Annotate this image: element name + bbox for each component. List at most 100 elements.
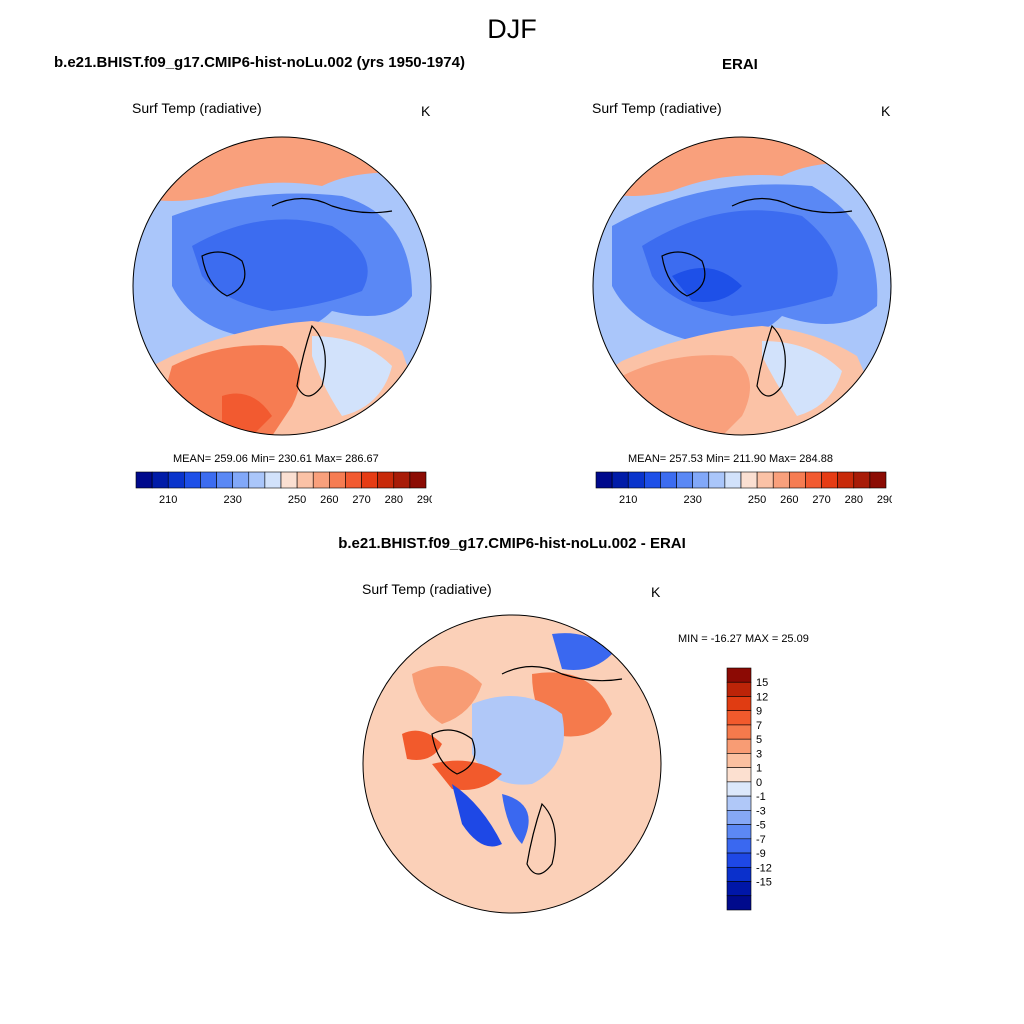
panel2-stats: MEAN= 257.53 Min= 211.90 Max= 284.88 bbox=[628, 453, 833, 465]
panel2-colorbar-tick-label: 230 bbox=[683, 494, 701, 506]
panel2-polar-map bbox=[592, 136, 892, 436]
panel1-colorbar-cell bbox=[312, 471, 330, 489]
panel2-colorbar-cell bbox=[740, 471, 758, 489]
panel3-polar-map bbox=[362, 614, 662, 914]
panel2-colorbar-cell bbox=[611, 471, 629, 489]
panel1-colorbar-cell bbox=[393, 471, 411, 489]
panel3-colorbar-tick-label: -7 bbox=[756, 834, 766, 846]
panel3-colorbar-tick-label: -5 bbox=[756, 820, 766, 832]
panel2-units: K bbox=[881, 103, 891, 119]
panel2-variable: Surf Temp (radiative) bbox=[592, 100, 722, 116]
panel2-colorbar-cell bbox=[853, 471, 871, 489]
panel3-colorbar-cell bbox=[726, 852, 752, 868]
panel1-colorbar-cell bbox=[409, 471, 427, 489]
panel1-stats: MEAN= 259.06 Min= 230.61 Max= 286.67 bbox=[173, 453, 379, 465]
panel1-title: b.e21.BHIST.f09_g17.CMIP6-hist-noLu.002 … bbox=[54, 54, 465, 71]
panel3-colorbar-cell bbox=[726, 681, 752, 697]
panel1-colorbar-cell bbox=[184, 471, 201, 489]
panel1-colorbar-cell bbox=[167, 471, 185, 489]
panel2-colorbar-tick-label: 280 bbox=[845, 494, 863, 506]
panel3-colorbar-cell bbox=[726, 781, 752, 797]
panel1-colorbar-cell bbox=[345, 471, 362, 489]
panel3-colorbar-tick-label: 15 bbox=[756, 677, 768, 689]
panel1-colorbar-cell bbox=[248, 471, 266, 489]
panel3-colorbar-tick-label: 12 bbox=[756, 691, 768, 703]
panel1-colorbar-tick-label: 260 bbox=[320, 494, 338, 506]
panel3-colorbar-tick-label: -3 bbox=[756, 805, 766, 817]
panel2-colorbar-tick-label: 260 bbox=[780, 494, 798, 506]
panel2-colorbar-tick-label: 250 bbox=[748, 494, 766, 506]
panel3-colorbar-cell bbox=[726, 710, 752, 726]
panel2-colorbar-cell bbox=[692, 471, 710, 489]
panel1-colorbar-cell bbox=[135, 471, 153, 489]
panel3-colorbar-cell bbox=[726, 838, 752, 854]
panel2-colorbar-cell bbox=[756, 471, 774, 489]
panel1-colorbar-tick-label: 280 bbox=[385, 494, 403, 506]
panel2-colorbar-tick-label: 210 bbox=[619, 494, 637, 506]
panel1-colorbar-cell bbox=[216, 471, 233, 489]
panel3-colorbar-tick-label: 0 bbox=[756, 777, 762, 789]
panel3-colorbar-tick-label: -12 bbox=[756, 862, 772, 874]
panel2-colorbar-tick-label: 270 bbox=[812, 494, 830, 506]
panel3-colorbar-cell bbox=[726, 881, 752, 897]
panel2-colorbar-cell bbox=[676, 471, 693, 489]
panel3-colorbar-cell bbox=[726, 753, 752, 768]
panel1-colorbar-cell bbox=[329, 471, 346, 489]
panel3-colorbar-tick-label: -9 bbox=[756, 848, 766, 860]
panel2-colorbar-cell bbox=[644, 471, 661, 489]
panel1-colorbar-cell bbox=[232, 471, 250, 489]
panel3-colorbar-cell bbox=[726, 824, 752, 840]
panel3-colorbar-cell bbox=[726, 667, 752, 683]
panel3-colorbar-tick-label: 3 bbox=[756, 748, 762, 760]
panel3-colorbar-tick-label: 5 bbox=[756, 734, 762, 746]
panel1-colorbar-cell bbox=[280, 471, 298, 489]
figure-title: DJF bbox=[487, 14, 537, 44]
panel1-colorbar-cell bbox=[361, 471, 378, 489]
panel1-colorbar-tick-label: 290 bbox=[417, 494, 432, 506]
panel3-colorbar-cell bbox=[726, 795, 752, 811]
panel3-title: b.e21.BHIST.f09_g17.CMIP6-hist-noLu.002 … bbox=[338, 535, 686, 552]
panel2-colorbar-cell bbox=[660, 471, 677, 489]
panel2-colorbar-tick-label: 290 bbox=[877, 494, 892, 506]
panel1-variable: Surf Temp (radiative) bbox=[132, 100, 262, 116]
panel1-colorbar: 210230250260270280290300 bbox=[135, 471, 432, 506]
panel1-units: K bbox=[421, 103, 431, 119]
panel3-colorbar-tick-label: 7 bbox=[756, 720, 762, 732]
panel2-colorbar-cell bbox=[869, 471, 887, 489]
panel3-colorbar-tick-label: -1 bbox=[756, 791, 766, 803]
panel3-colorbar-cell bbox=[726, 810, 752, 825]
panel1-colorbar-cell bbox=[151, 471, 169, 489]
panel3-colorbar-cell bbox=[726, 738, 752, 754]
panel2-colorbar-cell bbox=[772, 471, 790, 489]
panel3-units: K bbox=[651, 584, 661, 600]
panel3-colorbar-cell bbox=[726, 866, 752, 882]
panel2-colorbar-cell bbox=[627, 471, 645, 489]
panel2-colorbar: 210230250260270280290300 bbox=[595, 471, 892, 506]
panel2-colorbar-cell bbox=[805, 471, 822, 489]
panel3-colorbar-cell bbox=[726, 724, 752, 740]
panel1-polar-map bbox=[132, 136, 432, 436]
panel1-colorbar-tick-label: 270 bbox=[352, 494, 370, 506]
panel3-colorbar-cell bbox=[726, 767, 752, 783]
panel1-colorbar-tick-label: 250 bbox=[288, 494, 306, 506]
panel2-title: ERAI bbox=[722, 56, 758, 73]
panel1-colorbar-cell bbox=[200, 471, 217, 489]
panel1-colorbar-tick-label: 230 bbox=[223, 494, 241, 506]
panel2-colorbar-cell bbox=[821, 471, 838, 489]
panel3-colorbar-tick-label: 9 bbox=[756, 706, 762, 718]
panel2-colorbar-cell bbox=[595, 471, 613, 489]
panel2-colorbar-cell bbox=[837, 471, 855, 489]
panel3-colorbar-cell bbox=[726, 696, 752, 712]
panel3-colorbar-tick-label: -15 bbox=[756, 877, 772, 889]
panel2-colorbar-cell bbox=[789, 471, 806, 489]
panel1-colorbar-cell bbox=[264, 471, 282, 489]
panel1-colorbar-cell bbox=[377, 471, 395, 489]
panel1-colorbar-tick-label: 210 bbox=[159, 494, 177, 506]
panel3-colorbar-tick-label: 1 bbox=[756, 763, 762, 775]
panel3-stats: MIN = -16.27 MAX = 25.09 bbox=[678, 633, 809, 645]
panel3-colorbar-cell bbox=[726, 895, 752, 911]
panel2-colorbar-cell bbox=[724, 471, 742, 489]
panel3-colorbar: 15 12 9 7 5 3 1 0 -1 -3 -5 -7 -9 -12 -15 bbox=[726, 667, 772, 911]
panel3-variable: Surf Temp (radiative) bbox=[362, 581, 492, 597]
panel1-colorbar-cell bbox=[296, 471, 314, 489]
